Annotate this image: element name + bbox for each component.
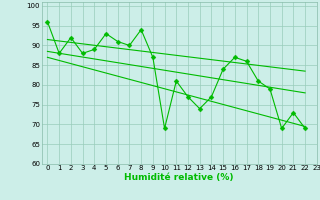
X-axis label: Humidité relative (%): Humidité relative (%): [124, 173, 234, 182]
